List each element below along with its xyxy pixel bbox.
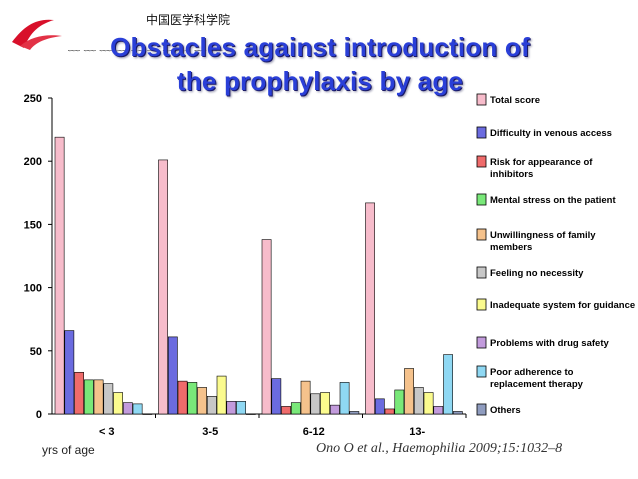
legend-label: Others <box>490 405 521 416</box>
citation: Ono O et al., Haemophilia 2009;15:1032–8 <box>316 441 563 456</box>
bar <box>384 408 395 415</box>
bar <box>142 413 153 415</box>
legend-swatch <box>476 193 487 206</box>
slide-title-line1: Obstacles against introduction of <box>110 32 530 62</box>
bar <box>365 202 375 415</box>
x-category-label: 13- <box>409 426 425 438</box>
legend-swatch <box>476 336 487 349</box>
bar <box>177 380 188 415</box>
bar <box>261 239 272 415</box>
slide-title-line2: the prophylaxis by age <box>176 66 464 96</box>
bar <box>300 380 311 415</box>
legend-swatch <box>476 365 487 378</box>
bar <box>206 395 217 415</box>
chart-legend: Total score Difficulty in venous access Ri… <box>476 93 635 416</box>
bar <box>310 393 321 415</box>
bar <box>404 368 414 415</box>
bar <box>54 136 65 415</box>
bar <box>329 404 340 415</box>
bar <box>197 387 207 415</box>
bar <box>74 371 84 415</box>
bar <box>443 354 453 415</box>
bar <box>167 336 178 415</box>
bar <box>394 389 405 415</box>
bar <box>122 402 133 415</box>
legend-label: Risk for appearance of inhibitors <box>490 157 593 180</box>
bar <box>339 382 350 415</box>
x-category-label: 6-12 <box>303 426 325 438</box>
legend-swatch <box>476 228 487 241</box>
logo-subtext: ﹏ ﹏ ﹏ ﹏ ﹏ ﹏ ﹏ ﹏ ﹏ ﹏ <box>68 39 222 52</box>
logo-text: 中国医学科学院 <box>146 12 230 27</box>
bar <box>290 402 301 415</box>
bar <box>93 379 104 415</box>
x-axis-unit: yrs of age <box>42 443 95 457</box>
y-tick-label: 200 <box>24 156 42 168</box>
bar <box>236 401 246 415</box>
legend-swatch <box>476 155 487 168</box>
y-tick-label: 50 <box>30 346 42 358</box>
legend-label: Feeling no necessity <box>490 268 584 279</box>
x-category-label: 3-5 <box>202 426 218 438</box>
legend-swatch <box>476 403 487 416</box>
bar <box>423 392 434 415</box>
y-tick-label: 100 <box>24 283 42 295</box>
slide-title: Obstacles against introduction of the pr… <box>40 30 600 98</box>
bar <box>83 379 94 415</box>
legend-swatch <box>476 126 487 139</box>
bar <box>187 382 198 415</box>
legend-swatch <box>476 93 487 106</box>
bar <box>433 406 444 415</box>
legend-label: Problems with drug safety <box>490 338 609 349</box>
bar <box>113 392 123 415</box>
legend-label: Total score <box>490 95 540 106</box>
bar <box>158 159 168 415</box>
bar <box>413 387 424 415</box>
y-tick-label: 0 <box>36 409 42 421</box>
logo-graphic: 中国医学科学院 ﹏ ﹏ ﹏ ﹏ ﹏ ﹏ ﹏ ﹏ ﹏ ﹏ <box>12 12 230 53</box>
y-tick-label: 150 <box>24 219 42 231</box>
bar <box>216 375 227 415</box>
legend-label: Difficulty in venous access <box>490 128 612 139</box>
bar <box>271 378 282 415</box>
legend-swatch <box>476 266 487 279</box>
bar <box>132 403 143 415</box>
bar <box>349 411 360 415</box>
legend-swatch <box>476 298 487 311</box>
bar <box>452 411 463 415</box>
legend-label: Poor adherence to replacement therapy <box>490 367 584 390</box>
bar <box>226 401 237 415</box>
legend-label: Inadequate system for guidance <box>490 300 635 311</box>
bar <box>64 330 75 415</box>
legend-label: Unwillingness of family members <box>490 230 596 253</box>
chart-bars <box>54 136 463 415</box>
bar <box>320 392 330 415</box>
logo: 中国医学科学院 ﹏ ﹏ ﹏ ﹏ ﹏ ﹏ ﹏ ﹏ ﹏ ﹏ <box>6 6 236 57</box>
y-tick-label: 250 <box>24 93 42 105</box>
bar <box>374 398 385 415</box>
bar <box>281 406 291 415</box>
legend-label: Mental stress on the patient <box>490 195 616 206</box>
bar <box>245 413 256 415</box>
bar <box>103 383 114 415</box>
x-category-label: < 3 <box>99 426 115 438</box>
